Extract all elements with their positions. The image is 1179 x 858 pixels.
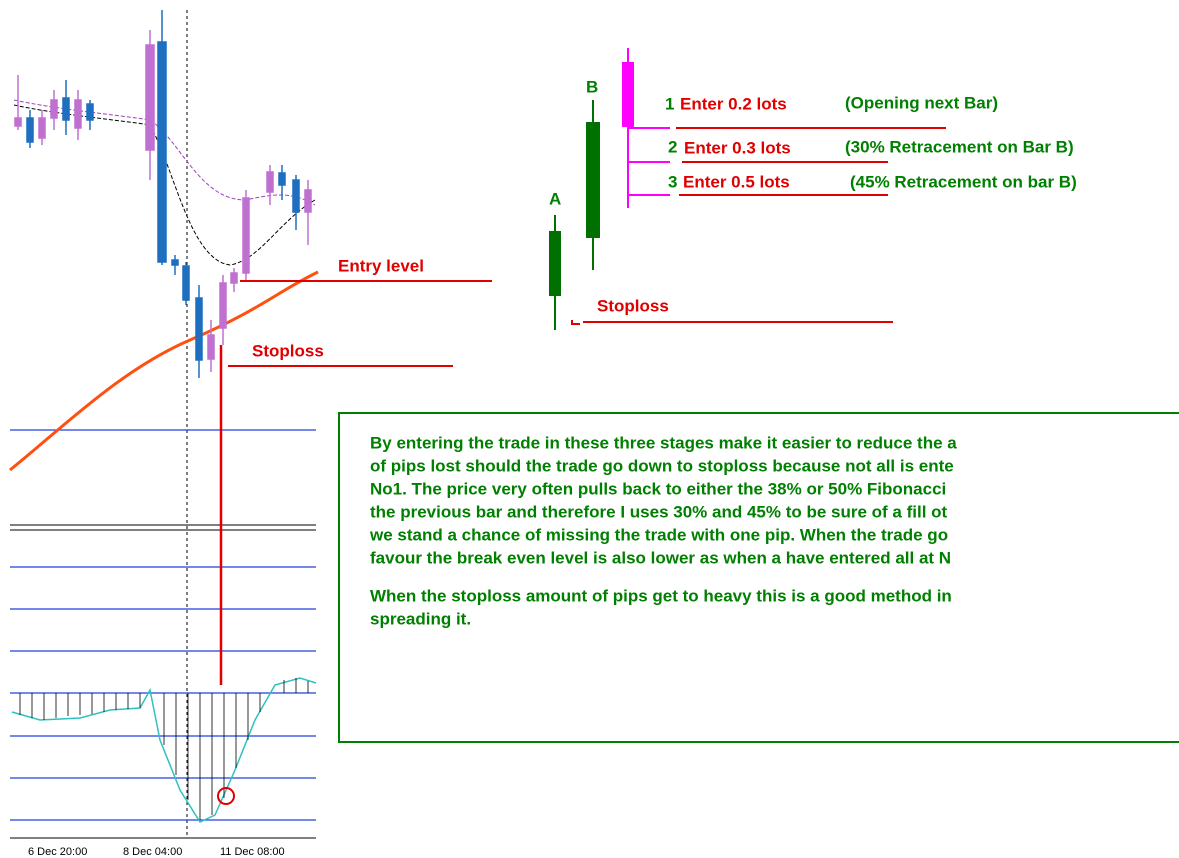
ma-lower <box>13 104 316 266</box>
entry-number: 1 <box>665 94 674 113</box>
note-line: the previous bar and therefore I uses 30… <box>370 502 948 521</box>
x-label: 8 Dec 04:00 <box>123 846 182 858</box>
oscillator-line <box>11 677 317 823</box>
note-line: When the stoploss amount of pips get to … <box>370 586 952 605</box>
bar-label: B <box>586 77 598 96</box>
note-line: No1. The price very often pulls back to … <box>370 479 946 498</box>
entry-label: Entry level <box>338 256 424 275</box>
entry-note: (30% Retracement on Bar B) <box>845 137 1074 156</box>
bar-label: A <box>549 189 561 208</box>
note-text: By entering the trade in these three sta… <box>369 433 957 628</box>
note-line: By entering the trade in these three sta… <box>370 433 957 452</box>
stoploss-label: Stoploss <box>597 296 669 315</box>
stoploss-label: Stoploss <box>252 341 324 360</box>
entry-text: Enter 0.2 lots <box>680 94 787 113</box>
entry-note: (45% Retracement on bar B) <box>850 172 1077 191</box>
left-chart: Entry level Stoploss 6 Dec 20:00 8 Dec 0… <box>9 10 492 858</box>
entry-number: 2 <box>668 137 677 156</box>
note-line: we stand a chance of missing the trade w… <box>369 525 948 544</box>
x-label: 6 Dec 20:00 <box>28 846 87 858</box>
entry-text: Enter 0.3 lots <box>684 138 791 157</box>
moving-average <box>9 270 319 472</box>
entry-text: Enter 0.5 lots <box>683 172 790 191</box>
note-box: By entering the trade in these three sta… <box>338 412 1179 743</box>
oscillator-bars <box>19 678 309 820</box>
note-line: of pips lost should the trade go down to… <box>370 456 954 475</box>
note-line: favour the break even level is also lowe… <box>370 548 951 567</box>
entry-number: 3 <box>668 172 677 191</box>
candles <box>14 10 312 378</box>
note-line: spreading it. <box>370 609 471 628</box>
entry-note: (Opening next Bar) <box>845 93 998 112</box>
grid <box>10 429 316 839</box>
right-diagram: B A Stoploss 1 Enter 0.2 lots (Opening n… <box>549 48 1077 330</box>
marker-circle <box>217 787 235 805</box>
x-label: 11 Dec 08:00 <box>220 846 285 858</box>
